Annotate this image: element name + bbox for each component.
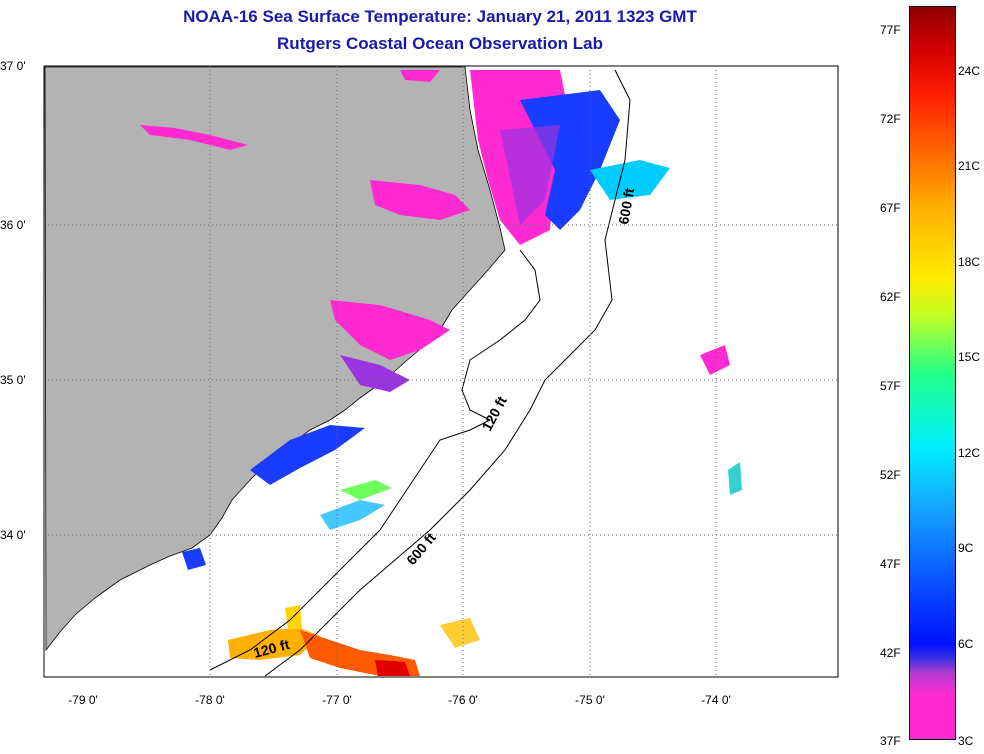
colorbar-f-label: 62F (880, 290, 901, 304)
lon-label: -74 0' (701, 693, 731, 707)
colorbar-c-label: 15C (958, 350, 981, 364)
warm-water-patches (228, 605, 480, 676)
colorbar-c-label: 24C (958, 64, 981, 78)
lon-label: -76 0' (448, 693, 478, 707)
colorbar-f-label: 57F (880, 379, 901, 393)
colorbar-c-label: 18C (958, 255, 981, 269)
lon-label: -77 0' (322, 693, 352, 707)
graticule (44, 66, 838, 677)
colorbar-f-label: 37F (880, 734, 901, 748)
map-title: NOAA-16 Sea Surface Temperature: January… (183, 7, 697, 26)
lon-label: -79 0' (68, 693, 98, 707)
colorbar-f-label: 52F (880, 468, 901, 482)
colorbar-f-label: 77F (880, 23, 901, 37)
colorbar-f-label: 42F (880, 646, 901, 660)
mid-water-patches (320, 462, 742, 530)
colorbar-c-label: 6C (958, 637, 974, 651)
colorbar-f-label: 47F (880, 557, 901, 571)
map-subtitle: Rutgers Coastal Ocean Observation Lab (277, 34, 603, 53)
lon-label: -75 0' (575, 693, 605, 707)
lat-label: 34 0' (0, 528, 26, 542)
colorbar-c-label: 3C (958, 734, 974, 748)
lat-label: 35 0' (0, 373, 26, 387)
temperature-colorbar (909, 6, 956, 740)
colorbar-f-label: 72F (880, 112, 901, 126)
lat-label: 36 0' (0, 218, 26, 232)
land-mass (44, 66, 506, 652)
lat-label: 37 0' (0, 59, 26, 73)
lon-label: -78 0' (195, 693, 225, 707)
colorbar-c-label: 12C (958, 446, 981, 460)
isobath-lines (209, 69, 631, 677)
colorbar-f-label: 67F (880, 201, 901, 215)
colorbar-c-label: 9C (958, 541, 974, 555)
cold-water-patches (140, 70, 730, 570)
isobath-label-north-600: 600 ft (615, 186, 637, 225)
colorbar-c-label: 21C (958, 159, 981, 173)
